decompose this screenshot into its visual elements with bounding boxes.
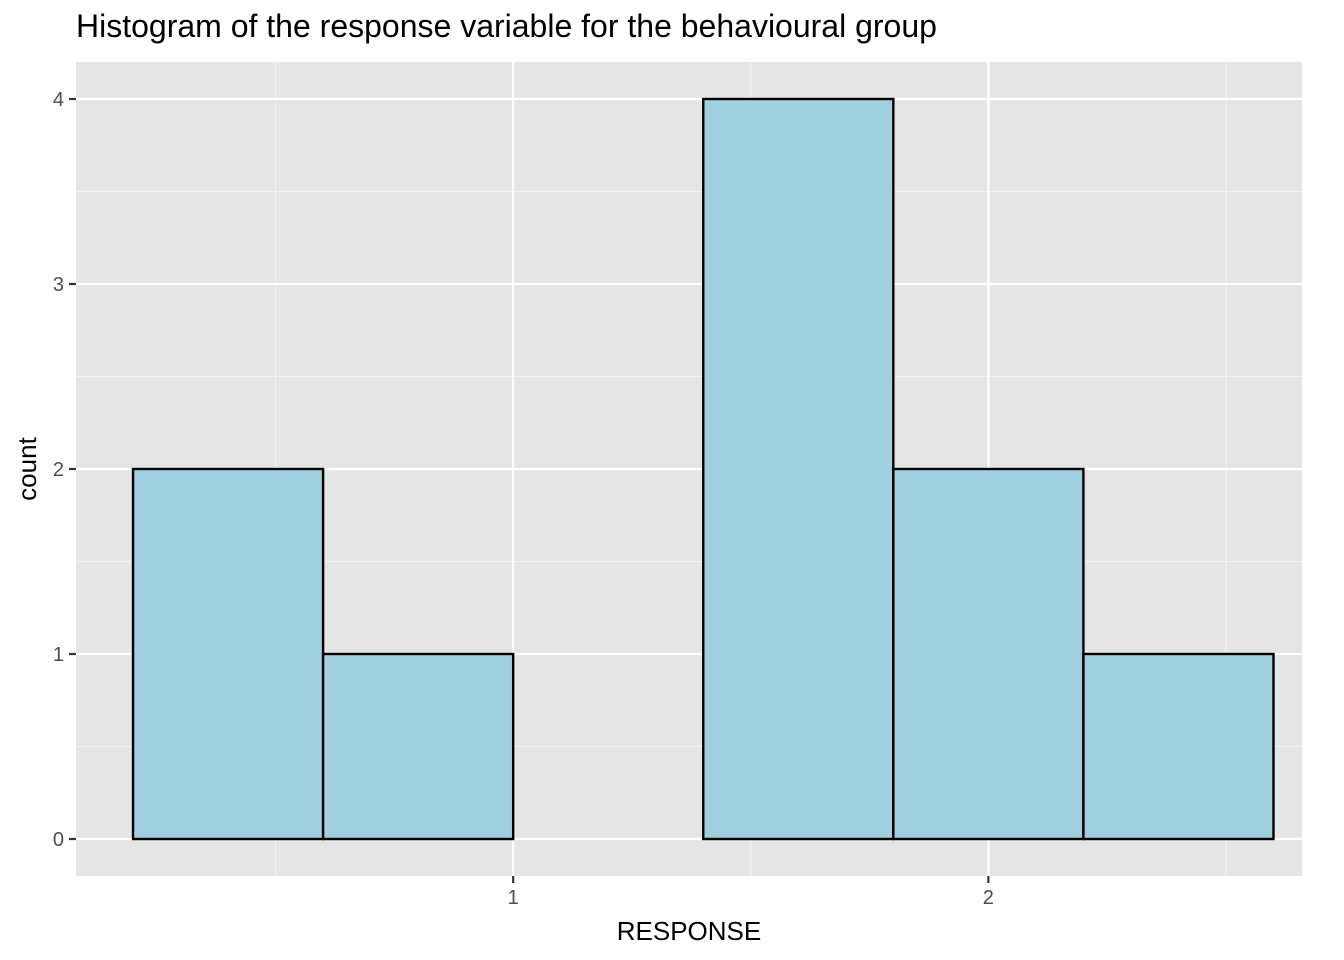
histogram-bar-2 xyxy=(321,652,515,841)
y-tick-label: 3 xyxy=(53,274,64,296)
x-tick-label: 1 xyxy=(508,887,519,909)
y-tick-label: 1 xyxy=(53,644,64,666)
x-tick-label: 2 xyxy=(983,887,994,909)
chart-title: Histogram of the response variable for t… xyxy=(76,8,937,44)
y-axis-title: count xyxy=(12,436,42,500)
histogram-bar-6 xyxy=(1082,652,1275,841)
histogram-bar-1 xyxy=(131,467,325,841)
y-tick-label: 2 xyxy=(53,459,64,481)
y-tick-label: 4 xyxy=(53,89,64,111)
histogram-bar-5 xyxy=(892,467,1085,841)
histogram-bar-4 xyxy=(702,97,895,841)
y-tick-label: 0 xyxy=(53,829,64,851)
x-axis-title: RESPONSE xyxy=(617,916,762,946)
